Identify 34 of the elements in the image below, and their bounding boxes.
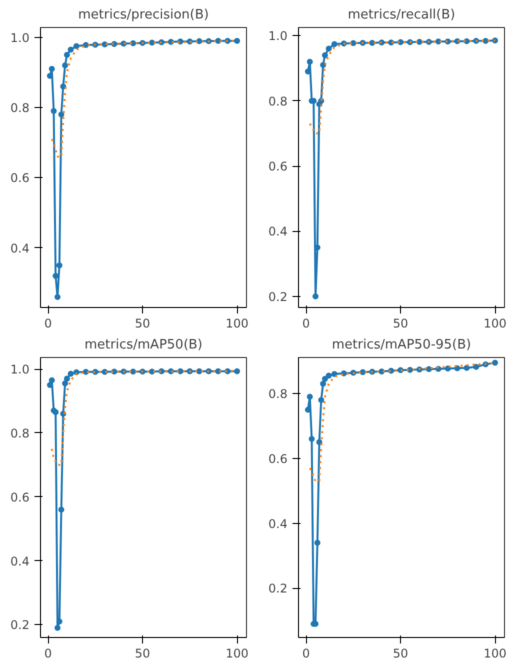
chart-title: metrics/recall(B) (348, 8, 456, 22)
y-tick-label: 0.2 (268, 290, 288, 304)
y-tick-label: 0.8 (10, 426, 30, 440)
x-tick-label: 50 (392, 646, 408, 660)
x-tick-label: 0 (44, 646, 52, 660)
x-tick-label: 0 (302, 316, 310, 330)
y-tick-label: 0.6 (10, 171, 30, 186)
y-tick-label: 0.4 (268, 516, 288, 531)
y-tick-label: 0.2 (10, 618, 30, 632)
x-tick-label: 0 (44, 316, 52, 330)
y-tick-label: 0.8 (268, 94, 288, 108)
y-tick-label: 0.4 (10, 241, 30, 256)
y-tick-label: 0.8 (10, 101, 30, 115)
y-tick-label: 0.4 (10, 554, 30, 568)
x-tick-label: 100 (484, 316, 507, 330)
x-tick-label: 50 (392, 316, 408, 330)
x-tick-label: 100 (226, 646, 249, 660)
x-tick-label: 100 (484, 646, 507, 660)
y-tick-label: 0.2 (268, 582, 288, 596)
y-tick-label: 0.6 (268, 160, 288, 174)
y-tick-label: 1.0 (10, 362, 30, 377)
y-tick-label: 0.6 (268, 452, 288, 466)
chart-title: metrics/mAP50-95(B) (332, 338, 472, 352)
y-tick-label: 0.4 (268, 224, 288, 239)
y-tick-label: 1.0 (268, 29, 288, 44)
x-tick-label: 50 (134, 316, 150, 330)
chart-title: metrics/precision(B) (78, 8, 209, 22)
x-tick-label: 0 (302, 646, 310, 660)
y-tick-label: 0.8 (268, 387, 288, 402)
chart-title: metrics/mAP50(B) (84, 338, 203, 352)
y-tick-label: 1.0 (10, 30, 30, 45)
x-tick-label: 50 (134, 646, 150, 660)
y-tick-label: 0.6 (10, 490, 30, 504)
x-tick-label: 100 (226, 316, 249, 330)
